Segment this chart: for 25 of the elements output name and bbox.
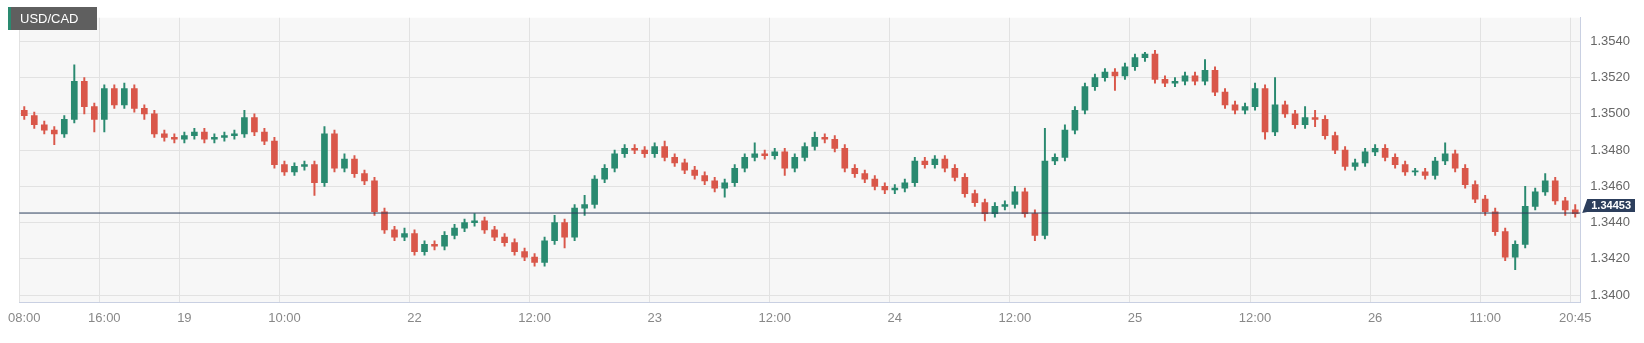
- x-tick-label: 12:00: [518, 309, 551, 325]
- y-tick-label: 1.3500: [1590, 105, 1630, 121]
- x-tick-label: 23: [647, 309, 662, 325]
- x-tick-label: 24: [887, 309, 903, 325]
- y-tick-label: 1.3520: [1590, 69, 1630, 85]
- y-tick-label: 1.3480: [1590, 141, 1630, 157]
- x-tick-label: 22: [407, 309, 422, 325]
- x-tick-label: 12:00: [1238, 309, 1272, 325]
- y-tick-label: 1.3420: [1590, 250, 1630, 266]
- x-tick-label: 11:00: [1469, 309, 1501, 325]
- y-tick-label: 1.3460: [1590, 177, 1630, 193]
- x-tick-label: 19: [177, 309, 192, 325]
- ref-line-label: 1.34453: [1591, 199, 1631, 212]
- y-tick-label: 1.3400: [1590, 286, 1630, 302]
- x-tick-label: 12:00: [998, 309, 1032, 325]
- y-tick-label: 1.3540: [1590, 32, 1630, 48]
- chart-title: USD/CAD: [8, 7, 97, 30]
- x-tick-label: 20:45: [1558, 309, 1592, 325]
- x-tick-label: 26: [1367, 309, 1383, 325]
- x-tick-label: 08:00: [8, 309, 41, 325]
- x-tick-label: 16:00: [88, 309, 121, 325]
- x-tick-label: 10:00: [268, 309, 301, 325]
- x-tick-label: 12:00: [758, 309, 792, 325]
- y-tick-label: 1.3440: [1590, 214, 1630, 230]
- x-tick-label: 25: [1127, 309, 1143, 325]
